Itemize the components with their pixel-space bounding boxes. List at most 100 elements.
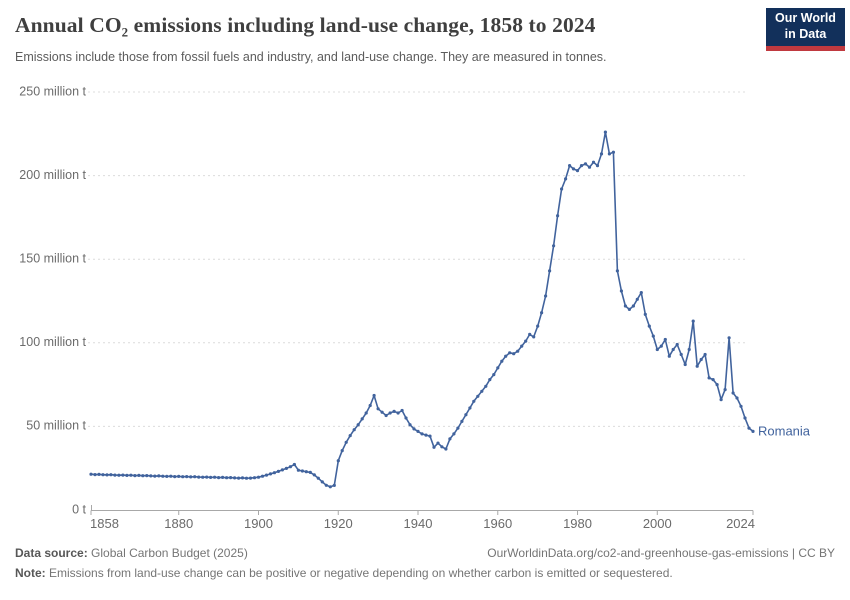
data-point[interactable] (177, 474, 181, 478)
data-point[interactable] (292, 462, 296, 467)
data-point[interactable] (336, 459, 340, 463)
data-point[interactable] (244, 476, 249, 480)
data-point[interactable] (727, 336, 731, 340)
data-point[interactable] (332, 483, 336, 487)
data-point[interactable] (440, 445, 444, 449)
data-point[interactable] (201, 475, 205, 479)
credit-link[interactable]: OurWorldinData.org/co2-and-greenhouse-ga… (487, 546, 835, 560)
data-point[interactable] (587, 165, 592, 169)
data-point[interactable] (149, 474, 153, 478)
data-point[interactable] (544, 294, 548, 298)
data-point[interactable] (647, 324, 651, 328)
data-point[interactable] (392, 409, 396, 413)
data-point[interactable] (185, 475, 189, 479)
data-point[interactable] (268, 472, 273, 476)
data-point[interactable] (619, 289, 624, 293)
data-point[interactable] (516, 349, 520, 353)
data-point[interactable] (739, 404, 743, 408)
data-point[interactable] (751, 429, 755, 433)
data-point[interactable] (101, 473, 105, 477)
data-point[interactable] (548, 269, 552, 273)
data-point[interactable] (388, 411, 392, 415)
data-point[interactable] (691, 319, 695, 323)
data-point[interactable] (348, 434, 352, 438)
data-point[interactable] (579, 164, 584, 168)
data-point[interactable] (524, 339, 528, 343)
data-point[interactable] (512, 352, 516, 356)
data-point[interactable] (364, 411, 368, 415)
data-point[interactable] (571, 167, 576, 171)
data-point[interactable] (747, 426, 751, 430)
data-point[interactable] (205, 475, 209, 479)
data-point[interactable] (715, 383, 719, 387)
data-point[interactable] (615, 269, 620, 273)
data-point[interactable] (651, 334, 655, 338)
data-point[interactable] (711, 378, 715, 382)
data-point[interactable] (472, 399, 476, 403)
data-point[interactable] (723, 388, 727, 392)
data-point[interactable] (360, 417, 364, 421)
data-point[interactable] (356, 423, 360, 427)
data-point[interactable] (173, 475, 177, 479)
entity-label[interactable]: Romania (758, 423, 811, 438)
data-point[interactable] (189, 475, 193, 479)
data-point[interactable] (384, 413, 388, 418)
data-point[interactable] (137, 473, 141, 477)
data-point[interactable] (97, 472, 101, 476)
data-point[interactable] (436, 441, 440, 445)
data-point[interactable] (583, 162, 588, 166)
data-point[interactable] (113, 473, 117, 477)
data-point[interactable] (560, 187, 564, 191)
data-point[interactable] (420, 432, 424, 436)
data-point[interactable] (500, 359, 504, 363)
data-point[interactable] (743, 416, 747, 420)
data-point[interactable] (591, 160, 596, 164)
data-point[interactable] (488, 378, 492, 382)
data-point[interactable] (611, 150, 616, 154)
data-point[interactable] (229, 476, 233, 480)
data-point[interactable] (552, 244, 556, 248)
data-point[interactable] (496, 366, 500, 370)
data-point[interactable] (240, 476, 245, 480)
data-point[interactable] (607, 152, 612, 156)
data-point[interactable] (603, 130, 608, 134)
data-point[interactable] (121, 473, 125, 477)
data-point[interactable] (643, 312, 647, 316)
data-point[interactable] (667, 354, 671, 358)
data-point[interactable] (117, 473, 121, 477)
data-point[interactable] (735, 396, 739, 400)
data-point[interactable] (428, 434, 432, 438)
data-point[interactable] (264, 473, 269, 477)
data-point[interactable] (595, 164, 600, 168)
data-point[interactable] (165, 474, 169, 478)
data-point[interactable] (141, 474, 145, 478)
data-point[interactable] (492, 373, 496, 377)
data-point[interactable] (308, 470, 312, 474)
data-point[interactable] (396, 411, 400, 415)
data-point[interactable] (679, 352, 683, 357)
data-point[interactable] (464, 413, 468, 417)
data-point[interactable] (225, 476, 229, 480)
data-point[interactable] (372, 393, 376, 398)
data-point[interactable] (256, 475, 261, 479)
data-point[interactable] (213, 475, 217, 479)
data-point[interactable] (340, 449, 344, 453)
data-point[interactable] (280, 468, 284, 472)
data-point[interactable] (504, 354, 508, 358)
data-point[interactable] (703, 352, 707, 357)
data-point[interactable] (731, 391, 735, 395)
data-point[interactable] (376, 407, 380, 411)
data-point[interactable] (536, 324, 540, 328)
data-point[interactable] (416, 429, 420, 433)
data-point[interactable] (564, 177, 568, 181)
data-point[interactable] (627, 307, 632, 311)
data-point[interactable] (683, 362, 687, 367)
data-point[interactable] (452, 432, 456, 436)
data-point[interactable] (568, 164, 572, 168)
data-point[interactable] (344, 440, 348, 444)
data-point[interactable] (169, 474, 173, 478)
data-point[interactable] (484, 384, 488, 388)
data-point[interactable] (157, 474, 161, 478)
data-point[interactable] (675, 342, 679, 347)
data-point[interactable] (284, 466, 288, 470)
